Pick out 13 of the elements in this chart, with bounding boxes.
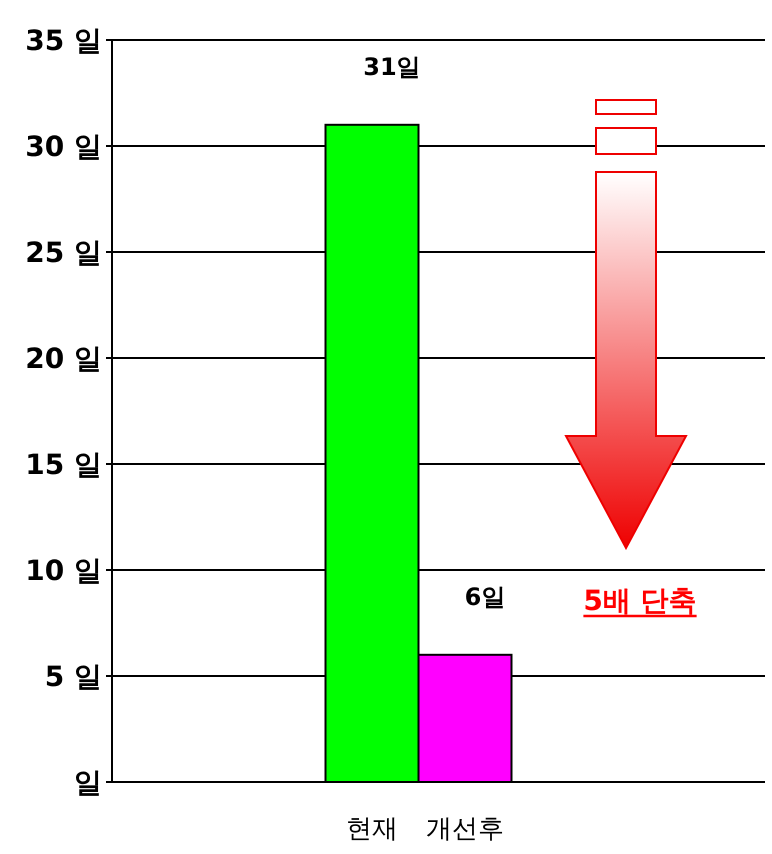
annotation: 5배 단축 bbox=[583, 584, 697, 617]
data-label: 6일 bbox=[464, 582, 506, 611]
y-tick-label: 5 일 bbox=[44, 660, 102, 693]
y-tick-label: 30 일 bbox=[25, 130, 102, 163]
y-tick-label: 10 일 bbox=[25, 554, 102, 587]
y-tick-label: 20 일 bbox=[25, 342, 102, 375]
y-tick-label: 일 bbox=[74, 766, 102, 799]
x-tick-label: 개선후 bbox=[426, 814, 504, 844]
x-tick-label: 현재 bbox=[346, 814, 398, 844]
y-tick-label: 15 일 bbox=[25, 448, 102, 481]
data-label: 31일 bbox=[363, 52, 421, 81]
y-tick-label: 25 일 bbox=[25, 236, 102, 269]
y-tick-label: 35 일 bbox=[25, 24, 102, 57]
